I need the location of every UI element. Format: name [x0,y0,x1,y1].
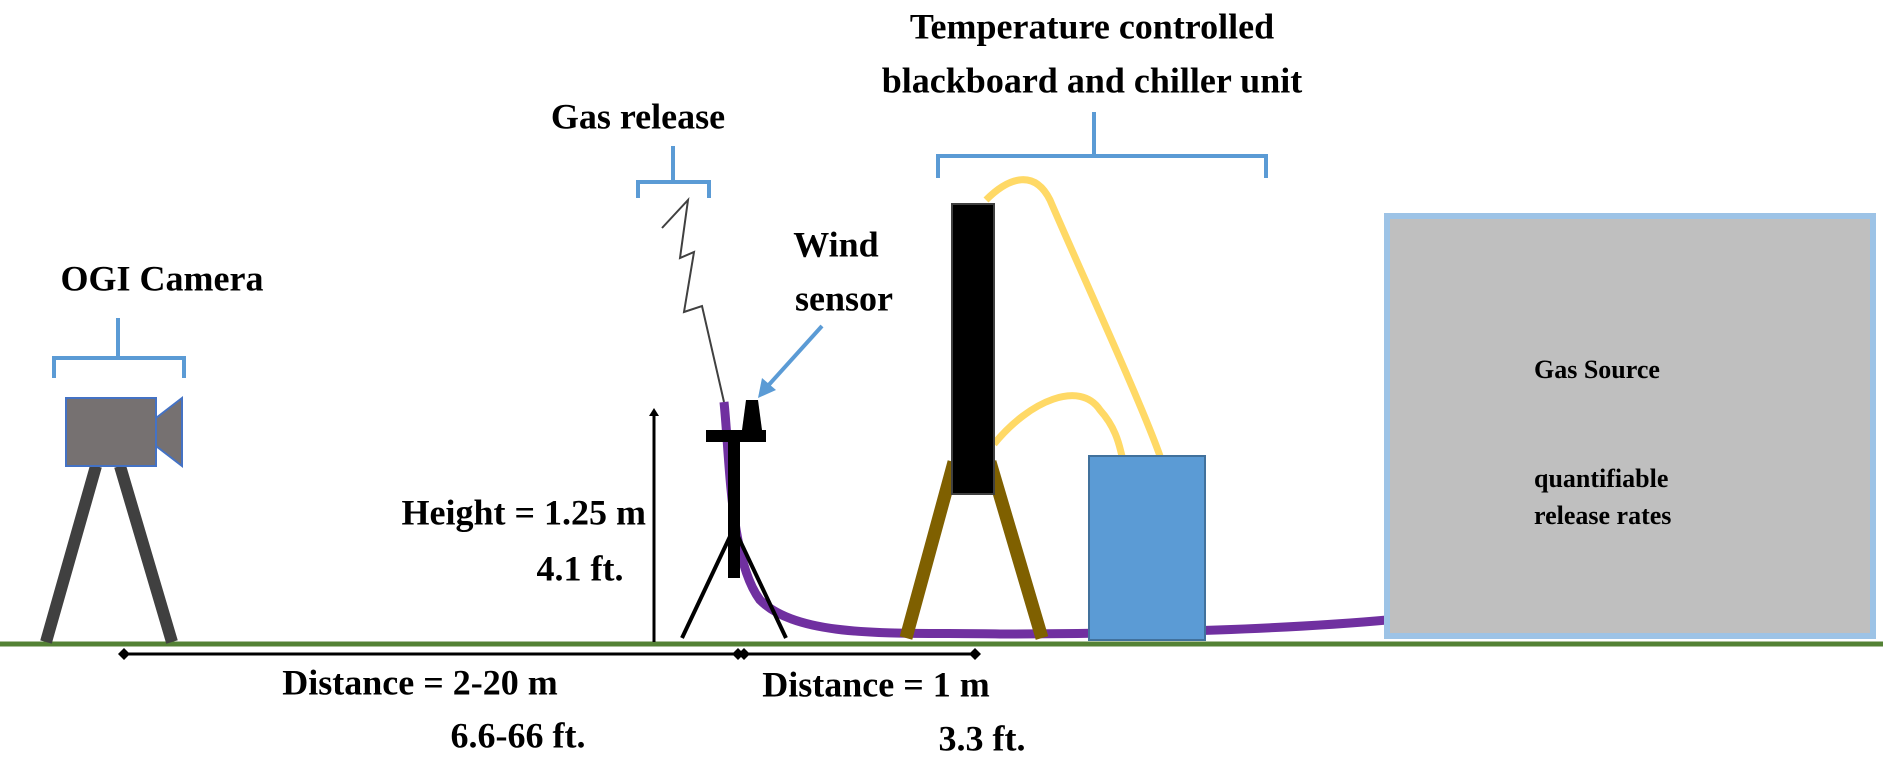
wind-label: sensor [795,278,893,318]
wind-label: Wind [793,224,878,264]
bracket [936,112,1268,178]
tripod-leg [680,527,736,639]
height-label: 4.1 ft. [537,548,624,588]
distance-label: 6.6-66 ft. [451,715,586,755]
camera-body [65,397,157,467]
distance-label: 3.3 ft. [939,718,1026,758]
arrow [764,324,824,390]
sensor-bar [706,430,766,442]
blackboard-label: Temperature controlled [910,6,1274,46]
bracket [636,146,711,198]
distance-label: Distance = 2-20 m [282,662,557,702]
gas-source-box [1384,213,1876,639]
blackboard-label: blackboard and chiller unit [882,60,1302,100]
arrow-head [758,378,776,398]
cable [991,392,1126,458]
distance-label: Distance = 1 m [762,664,989,704]
easel-leg [899,460,961,640]
gas-source-title: Gas Source [1534,355,1660,384]
camera-lens [155,395,183,469]
sensor-pole [728,434,740,578]
tripod-leg [114,464,178,644]
cable [983,176,1164,458]
blackboard [951,203,995,495]
arrow-head [649,408,659,416]
gas-source-note: quantifiable [1534,464,1668,493]
gas-source-note: release rates [1534,501,1671,530]
tripod-leg [732,527,788,639]
height-label: Height = 1.25 m [402,492,647,532]
gas-hose [719,401,1388,639]
bracket [52,318,186,378]
distance-ends [118,648,981,660]
gas-plume [661,196,725,403]
chiller [1088,455,1206,641]
tripod-leg [40,464,102,644]
camera-label: OGI Camera [61,258,264,298]
sensor-head [742,400,762,430]
gas-release-label: Gas release [551,96,725,136]
easel-leg [983,460,1049,640]
